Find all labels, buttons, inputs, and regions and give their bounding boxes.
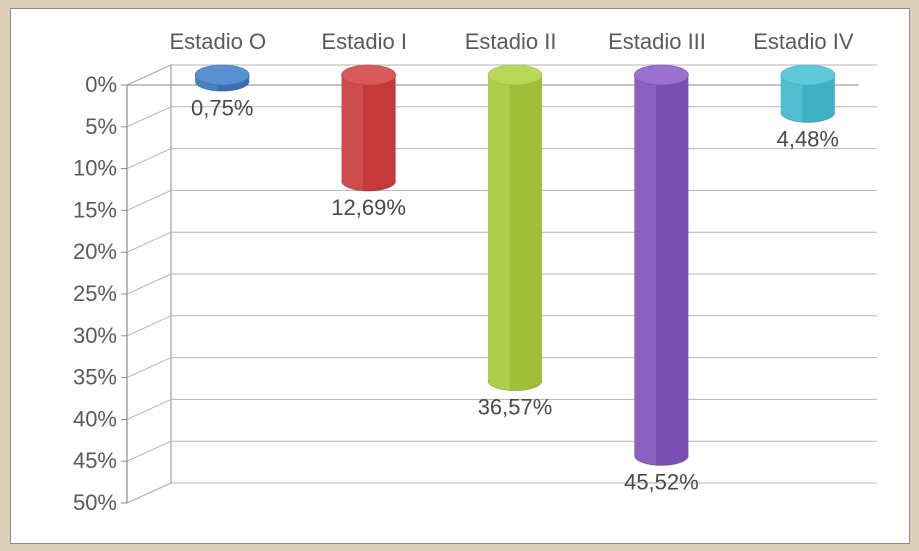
svg-text:40%: 40%	[73, 406, 117, 431]
svg-text:5%: 5%	[85, 114, 117, 139]
bar-value-1: 12,69%	[331, 195, 406, 220]
svg-text:10%: 10%	[73, 156, 117, 181]
bar-2: 36,57%	[478, 65, 553, 420]
chart: 0% 5% 10% 15% 20% 25% 30% 35% 40% 45% 50% 0,75% Esta…	[47, 25, 877, 525]
category-label-3: Estadio III	[608, 29, 706, 54]
category-label-1: Estadio I	[321, 29, 407, 54]
bar-4: 4,48%	[777, 65, 839, 151]
category-label-2: Estadio II	[465, 29, 557, 54]
bar-3: 45,52%	[624, 65, 699, 495]
chart-container: 0% 5% 10% 15% 20% 25% 30% 35% 40% 45% 50% 0,75% Esta…	[10, 8, 910, 544]
bar-value-2: 36,57%	[478, 395, 553, 420]
svg-text:45%: 45%	[73, 448, 117, 473]
bar-1: 12,69%	[331, 65, 406, 220]
bar-value-3: 45,52%	[624, 470, 699, 495]
category-label-4: Estadio IV	[753, 29, 854, 54]
bar-value-4: 4,48%	[777, 126, 839, 151]
category-label-0: Estadio O	[169, 29, 266, 54]
svg-text:50%: 50%	[73, 490, 117, 515]
svg-text:30%: 30%	[73, 323, 117, 348]
svg-text:15%: 15%	[73, 197, 117, 222]
svg-text:20%: 20%	[73, 239, 117, 264]
svg-text:35%: 35%	[73, 365, 117, 390]
chart-svg: 0% 5% 10% 15% 20% 25% 30% 35% 40% 45% 50% 0,75% Esta…	[47, 25, 877, 525]
svg-text:0%: 0%	[85, 72, 117, 97]
svg-text:25%: 25%	[73, 281, 117, 306]
bar-value-0: 0,75%	[191, 95, 253, 120]
